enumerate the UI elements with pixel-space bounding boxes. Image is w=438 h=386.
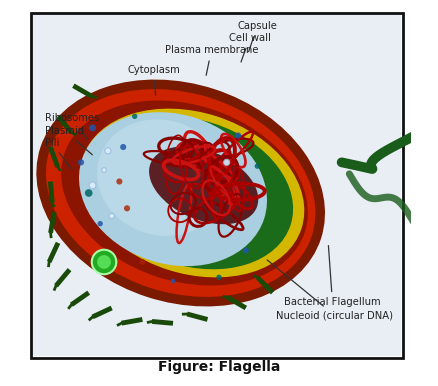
Ellipse shape: [46, 89, 315, 297]
Ellipse shape: [149, 146, 258, 224]
Circle shape: [89, 182, 96, 189]
Text: Ribosomes: Ribosomes: [45, 113, 99, 139]
Text: Plasmid: Plasmid: [45, 125, 92, 155]
Text: Figure: Flagella: Figure: Flagella: [158, 361, 280, 374]
Text: Plasma membrane: Plasma membrane: [165, 46, 258, 75]
Circle shape: [132, 113, 138, 119]
Circle shape: [243, 247, 249, 254]
Circle shape: [223, 159, 230, 166]
Ellipse shape: [79, 112, 267, 266]
FancyBboxPatch shape: [31, 13, 403, 358]
Circle shape: [92, 250, 117, 274]
Circle shape: [97, 255, 111, 269]
Text: Nucleoid (circular DNA): Nucleoid (circular DNA): [267, 260, 393, 321]
Circle shape: [98, 221, 103, 226]
Circle shape: [89, 124, 96, 131]
Text: Cell wall: Cell wall: [229, 33, 271, 62]
Circle shape: [254, 164, 260, 169]
Circle shape: [124, 205, 130, 212]
Ellipse shape: [97, 119, 226, 236]
FancyBboxPatch shape: [33, 15, 401, 356]
Ellipse shape: [61, 100, 308, 286]
Circle shape: [102, 168, 106, 172]
Ellipse shape: [80, 108, 304, 278]
Circle shape: [105, 148, 111, 154]
Circle shape: [120, 144, 126, 150]
Ellipse shape: [91, 117, 293, 269]
Circle shape: [235, 132, 241, 139]
Ellipse shape: [36, 80, 325, 306]
Circle shape: [171, 279, 175, 283]
Circle shape: [104, 251, 111, 258]
Circle shape: [78, 159, 84, 166]
Circle shape: [117, 178, 123, 185]
Circle shape: [109, 213, 114, 219]
Circle shape: [139, 259, 145, 265]
Text: Cytoplasm: Cytoplasm: [127, 65, 180, 95]
Text: Pili: Pili: [45, 138, 72, 170]
Circle shape: [85, 189, 92, 197]
Text: Capsule: Capsule: [237, 21, 277, 52]
Text: Bacterial Flagellum: Bacterial Flagellum: [284, 245, 381, 307]
Circle shape: [216, 274, 222, 280]
